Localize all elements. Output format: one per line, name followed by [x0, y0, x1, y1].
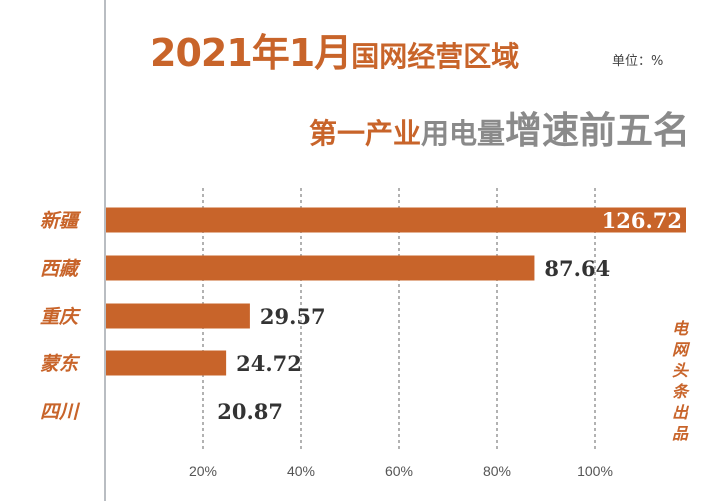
x-tick-label: 20%	[189, 463, 217, 479]
watermark: 电网头条出品	[671, 319, 688, 443]
data-label: 29.57	[260, 304, 326, 329]
bar	[106, 255, 535, 281]
x-tick-label: 80%	[483, 463, 511, 479]
subtitle-industry: 第一产业	[308, 117, 421, 150]
chart-title: 2021年1月国网经营区域	[150, 22, 519, 77]
data-label: 87.64	[544, 256, 610, 281]
bar	[106, 350, 227, 376]
category-label: 重庆	[40, 306, 81, 328]
data-label: 20.87	[217, 399, 283, 424]
category-label: 蒙东	[40, 353, 81, 375]
subtitle-metric: 用电量	[420, 117, 505, 150]
category-label: 四川	[40, 401, 81, 423]
x-tick-label: 100%	[577, 463, 613, 479]
subtitle-ranking: 增速前五名	[505, 109, 690, 152]
category-label: 西藏	[40, 258, 82, 280]
chart-subtitle: 第一产业用电量增速前五名	[309, 100, 690, 154]
data-label: 126.72	[602, 208, 682, 233]
y-axis-line	[104, 0, 106, 501]
bar	[106, 207, 686, 233]
bar	[106, 303, 250, 329]
title-region: 国网经营区域	[351, 40, 520, 73]
x-tick-label: 40%	[287, 463, 315, 479]
data-label: 24.72	[236, 351, 302, 376]
category-label: 新疆	[40, 210, 82, 232]
title-date: 2021年1月	[150, 31, 352, 75]
unit-label: 单位：%	[612, 54, 664, 69]
x-tick-label: 60%	[385, 463, 413, 479]
